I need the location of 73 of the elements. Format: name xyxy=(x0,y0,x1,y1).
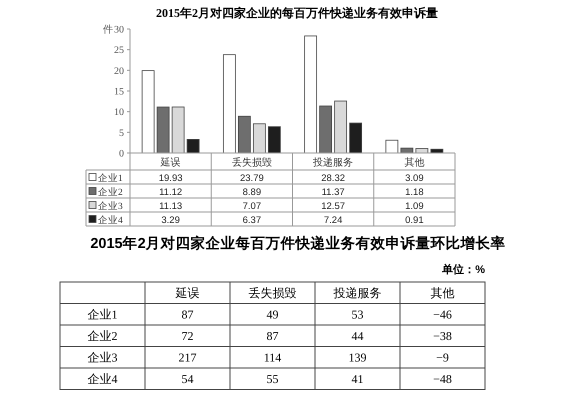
bar xyxy=(252,123,266,154)
data-label: 1.09 xyxy=(405,201,424,212)
data-label: 114 xyxy=(264,350,282,364)
data-label: 72 xyxy=(182,329,194,343)
y-tick-label: 30 xyxy=(114,24,124,36)
text: 企业4 xyxy=(88,372,118,386)
data-label: 19.93 xyxy=(158,173,183,184)
data-label: 7.07 xyxy=(242,201,262,212)
legend-label: 企业1 xyxy=(98,172,123,184)
bar xyxy=(400,148,414,154)
data-label: 87 xyxy=(182,308,194,322)
bar xyxy=(334,100,348,154)
bar xyxy=(319,106,332,154)
x-tick-label: 延误 xyxy=(160,156,181,168)
y-tick-label: 10 xyxy=(114,107,124,118)
data-label: 41 xyxy=(352,372,364,386)
bar xyxy=(349,122,362,154)
data-label: 11.12 xyxy=(159,187,182,198)
data-label: 8.89 xyxy=(242,187,262,198)
data-label: 55 xyxy=(266,372,278,386)
bar xyxy=(268,126,281,154)
data-label: 3.09 xyxy=(405,173,424,184)
data-label: 3.29 xyxy=(161,215,180,226)
y-tick-label: 20 xyxy=(114,66,124,77)
x-tick-label: 投递服务 xyxy=(312,156,354,168)
x-tick-label: 丢失损毁 xyxy=(232,156,272,168)
data-label: 53 xyxy=(352,308,364,322)
text: 企业3 xyxy=(88,350,118,364)
bar xyxy=(156,106,170,154)
y-tick-label: 25 xyxy=(114,45,124,56)
category-label: 投递服务 xyxy=(332,286,382,300)
text: 企业1 xyxy=(88,308,118,322)
bar xyxy=(186,139,200,154)
category-label: 其他 xyxy=(430,286,454,300)
data-label: 11.13 xyxy=(159,201,182,212)
data-label: 7.24 xyxy=(324,215,342,226)
legend-label: 企业3 xyxy=(98,200,123,212)
data-label: 54 xyxy=(182,372,194,386)
data-label: 11.37 xyxy=(322,187,345,198)
data-label: 6.37 xyxy=(242,215,262,226)
data-label: 139 xyxy=(348,350,366,364)
data-label: −48 xyxy=(433,372,452,386)
bar xyxy=(304,36,318,154)
y-axis-title: 件 xyxy=(103,24,113,36)
data-label: −9 xyxy=(436,350,449,364)
legend-label: 企业2 xyxy=(98,186,123,198)
y-tick-label: 5 xyxy=(119,128,124,139)
text: 单位：% xyxy=(441,263,486,276)
data-label: 49 xyxy=(266,308,278,322)
data-label: 12.57 xyxy=(321,201,346,212)
bar xyxy=(142,70,155,154)
data-label: −38 xyxy=(433,329,452,343)
y-tick-label: 15 xyxy=(114,86,124,98)
category-label: 丢失损毁 xyxy=(248,286,296,300)
data-label: 87 xyxy=(266,329,278,343)
title: 2015年2月对四家企业的每百万件快递业务有效申诉量 xyxy=(156,6,438,20)
category-label: 延误 xyxy=(174,286,200,300)
data-label: 23.79 xyxy=(240,173,264,184)
data-label: 0.91 xyxy=(405,215,424,226)
bar xyxy=(385,140,398,154)
data-label: 1.18 xyxy=(405,187,424,198)
data-label: 44 xyxy=(352,329,364,343)
text: 企业2 xyxy=(88,329,118,343)
y-tick-label: 0 xyxy=(119,148,124,160)
x-tick-label: 其他 xyxy=(404,156,424,168)
legend-label: 企业4 xyxy=(98,214,123,226)
text: 2015年2月对四家企业每百万件快递业务有效申诉量环比增长率 xyxy=(90,234,506,252)
bar xyxy=(222,54,236,154)
bar xyxy=(172,106,185,154)
bar xyxy=(238,116,251,154)
data-label: −46 xyxy=(433,308,452,322)
data-label: 217 xyxy=(178,350,196,364)
data-label: 28.32 xyxy=(321,173,346,184)
